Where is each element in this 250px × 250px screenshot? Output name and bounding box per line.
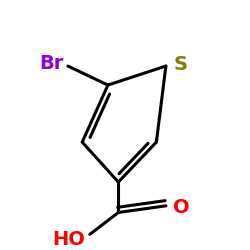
Text: Br: Br (39, 54, 63, 73)
Text: O: O (174, 198, 190, 217)
Text: S: S (174, 55, 188, 74)
Text: HO: HO (52, 230, 85, 248)
